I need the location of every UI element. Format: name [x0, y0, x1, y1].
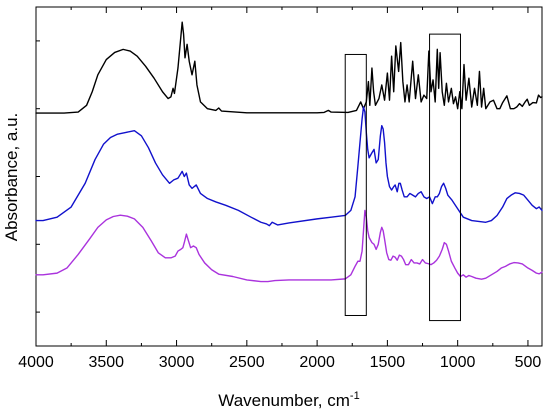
series-line-1: [35, 21, 543, 114]
x-axis-tick-labels: 4000 3500 3000 2500 2000 1500 1000 500: [18, 354, 541, 371]
x-tick-label: 1000: [440, 354, 476, 371]
plot-area-frame: [35, 6, 543, 347]
highlight-boxes: [344, 33, 461, 322]
series-line-2: [35, 106, 543, 227]
y-axis-ticks: [36, 40, 40, 313]
x-tick-label: 3500: [88, 354, 124, 371]
series-line-3: [35, 209, 543, 283]
x-tick-label: 3000: [159, 354, 195, 371]
series-group: [35, 21, 543, 283]
x-tick-label: 2500: [229, 354, 265, 371]
highlight-box-2: [429, 33, 461, 322]
x-axis-title-text: Wavenumber, cm: [218, 391, 350, 410]
y-axis-title: Absorbance, a.u.: [2, 113, 21, 242]
highlight-box-1: [344, 53, 367, 316]
x-tick-label: 2000: [299, 354, 335, 371]
x-tick-label: 4000: [18, 354, 54, 371]
x-axis-ticks: [35, 7, 529, 346]
x-axis-title: Wavenumber, cm-1: [218, 390, 359, 410]
x-tick-label: 1500: [370, 354, 406, 371]
x-axis-title-superscript: -1: [350, 390, 360, 402]
x-tick-label: 500: [515, 354, 542, 371]
